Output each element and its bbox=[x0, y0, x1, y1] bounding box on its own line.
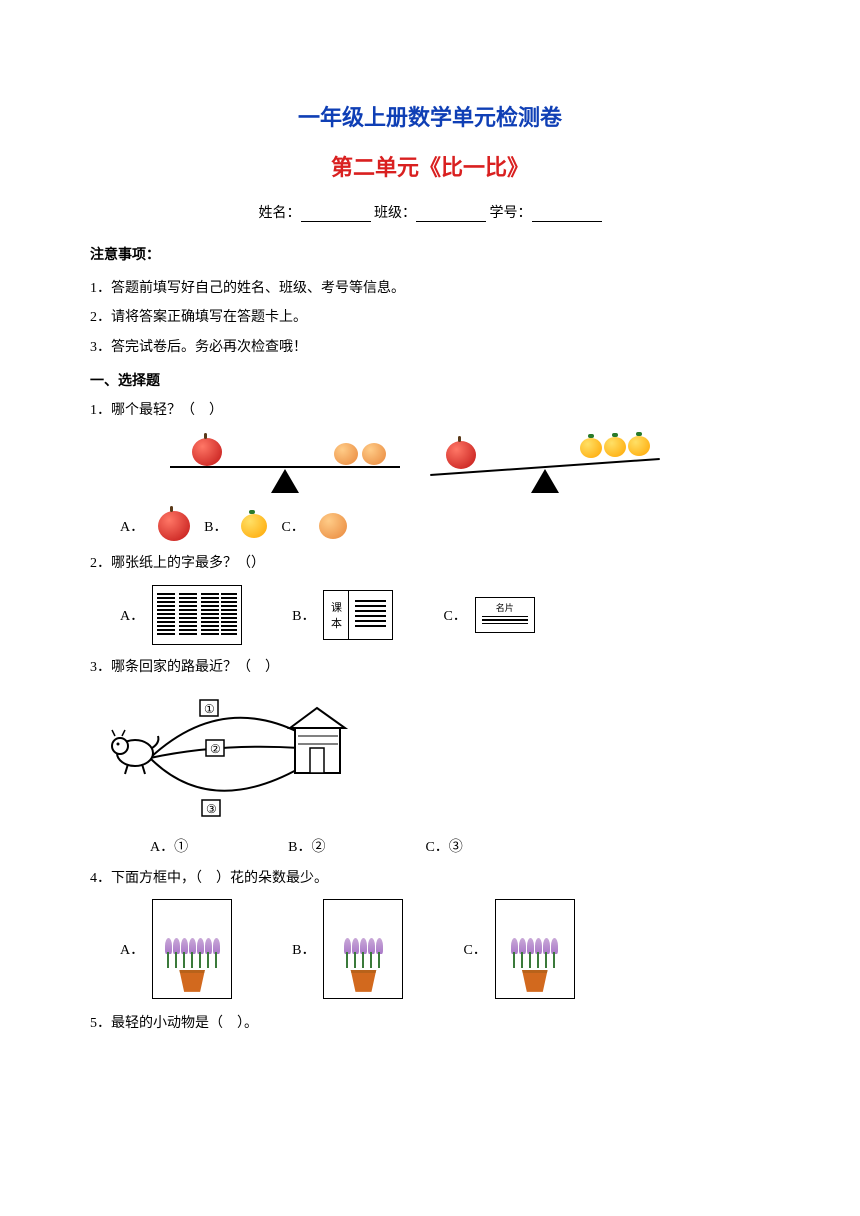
q3-options: A．① B．② C．③ bbox=[150, 836, 770, 856]
fulcrum-icon bbox=[531, 469, 559, 493]
beam bbox=[170, 466, 400, 468]
svg-text:③: ③ bbox=[206, 802, 217, 816]
tulip-icon bbox=[173, 938, 180, 954]
q4-opt-a: A． bbox=[120, 899, 232, 999]
q4-opt-b: B． bbox=[292, 899, 403, 999]
apple-icon bbox=[446, 441, 476, 469]
newspaper-icon bbox=[152, 585, 242, 645]
peach-icon bbox=[319, 513, 347, 539]
opt-b-label: B． bbox=[292, 939, 315, 959]
name-blank[interactable] bbox=[301, 208, 371, 222]
orange-icon bbox=[580, 438, 602, 458]
student-info: 姓名： 班级： 学号： bbox=[90, 202, 770, 222]
opt-c-label: C． bbox=[463, 939, 486, 959]
id-label: 学号： bbox=[490, 206, 532, 221]
opt-b-label: B． bbox=[204, 516, 227, 536]
opt-b-label: B． bbox=[292, 605, 315, 625]
flower-box-c bbox=[495, 899, 575, 999]
tulip-icon bbox=[360, 938, 367, 954]
scale-1 bbox=[170, 431, 400, 501]
opt-a: A．① bbox=[150, 836, 188, 856]
tulip-icon bbox=[368, 938, 375, 954]
tulip-icon bbox=[519, 938, 526, 954]
svg-text:①: ① bbox=[204, 702, 215, 716]
book-char-2: 本 bbox=[331, 615, 342, 631]
q2-opt-b: B． 课本 bbox=[292, 590, 393, 640]
q2-text: 2．哪张纸上的字最多？（） bbox=[90, 551, 770, 576]
sub-title: 第二单元《比一比》 bbox=[90, 150, 770, 182]
pot-icon bbox=[519, 970, 551, 992]
class-label: 班级： bbox=[374, 206, 416, 221]
peach-icon bbox=[334, 443, 358, 465]
orange-icon bbox=[604, 437, 626, 457]
opt-a-label: A． bbox=[120, 516, 144, 536]
q4-text: 4．下面方框中，（ ）花的朵数最少。 bbox=[90, 866, 770, 891]
opt-c-label: C． bbox=[443, 605, 466, 625]
q1-text: 1．哪个最轻？（ ） bbox=[90, 398, 770, 423]
opt-c: C．③ bbox=[425, 836, 462, 856]
opt-a-label: A． bbox=[120, 939, 144, 959]
orange-icon bbox=[241, 514, 267, 538]
q2-opt-c: C． 名片 bbox=[443, 597, 534, 633]
pot-icon bbox=[176, 970, 208, 992]
tulip-icon bbox=[197, 938, 204, 954]
notice-3: 3．答完试卷后。务必再次检查哦！ bbox=[90, 333, 770, 362]
class-blank[interactable] bbox=[416, 208, 486, 222]
name-label: 姓名： bbox=[259, 206, 301, 221]
tulip-icon bbox=[213, 938, 220, 954]
tulip-icon bbox=[376, 938, 383, 954]
q2-opt-a: A． bbox=[120, 585, 242, 645]
flower-box-a bbox=[152, 899, 232, 999]
q1-scales bbox=[170, 431, 770, 501]
main-title: 一年级上册数学单元检测卷 bbox=[90, 100, 770, 132]
q3-diagram: ① ② ③ bbox=[110, 688, 370, 828]
opt-b: B．② bbox=[288, 836, 325, 856]
path-diagram-svg: ① ② ③ bbox=[110, 688, 370, 828]
card-label: 名片 bbox=[479, 601, 531, 614]
tulip-icon bbox=[352, 938, 359, 954]
id-blank[interactable] bbox=[532, 208, 602, 222]
opt-c-label: C． bbox=[281, 516, 304, 536]
svg-text:②: ② bbox=[210, 742, 221, 756]
tulip-icon bbox=[205, 938, 212, 954]
notice-2: 2．请将答案正确填写在答题卡上。 bbox=[90, 303, 770, 332]
q1-options: A． B． C． bbox=[120, 511, 770, 541]
opt-a-label: A． bbox=[120, 605, 144, 625]
q2-options: A． B． 课本 C． 名片 bbox=[120, 585, 770, 645]
tulip-icon bbox=[551, 938, 558, 954]
orange-icon bbox=[628, 436, 650, 456]
q4-options: A． B． C． bbox=[120, 899, 770, 999]
peach-icon bbox=[362, 443, 386, 465]
fulcrum-icon bbox=[271, 469, 299, 493]
tulip-icon bbox=[543, 938, 550, 954]
section-1-title: 一、选择题 bbox=[90, 370, 770, 390]
flower-box-b bbox=[323, 899, 403, 999]
q3-text: 3．哪条回家的路最近？（ ） bbox=[90, 655, 770, 680]
tulip-icon bbox=[181, 938, 188, 954]
tulip-icon bbox=[511, 938, 518, 954]
q4-opt-c: C． bbox=[463, 899, 574, 999]
q5-text: 5．最轻的小动物是（ ）。 bbox=[90, 1011, 770, 1036]
tulip-icon bbox=[344, 938, 351, 954]
tulip-icon bbox=[527, 938, 534, 954]
apple-icon bbox=[192, 438, 222, 466]
pot-icon bbox=[347, 970, 379, 992]
apple-icon bbox=[158, 511, 190, 541]
tulip-icon bbox=[535, 938, 542, 954]
book-icon: 课本 bbox=[323, 590, 393, 640]
notice-title: 注意事项： bbox=[90, 244, 770, 264]
notice-1: 1．答题前填写好自己的姓名、班级、考号等信息。 bbox=[90, 274, 770, 303]
tulip-icon bbox=[189, 938, 196, 954]
card-icon: 名片 bbox=[475, 597, 535, 633]
book-char-1: 课 bbox=[331, 599, 342, 615]
tulip-icon bbox=[165, 938, 172, 954]
scale-2 bbox=[430, 431, 660, 501]
